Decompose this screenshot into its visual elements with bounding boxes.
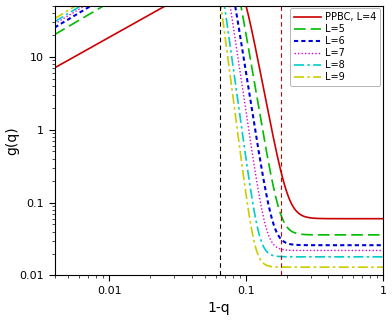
L=5 xyxy=(262,137,267,141)
L=7 xyxy=(336,248,340,252)
PPBC, L=4 xyxy=(243,3,248,6)
L=6 xyxy=(252,123,257,126)
L=9 xyxy=(52,17,57,21)
L=7 xyxy=(381,248,385,252)
Line: L=8: L=8 xyxy=(54,0,383,257)
Line: L=6: L=6 xyxy=(54,0,383,245)
L=5 xyxy=(73,21,77,25)
PPBC, L=4 xyxy=(252,40,257,44)
L=7 xyxy=(73,10,77,14)
L=7 xyxy=(52,22,57,26)
L=5 xyxy=(52,33,57,37)
PPBC, L=4 xyxy=(381,217,385,221)
Y-axis label: g(q): g(q) xyxy=(5,126,20,155)
L=9 xyxy=(73,4,77,8)
L=6 xyxy=(243,69,248,73)
L=9 xyxy=(336,265,340,269)
L=9 xyxy=(302,265,307,269)
Line: L=5: L=5 xyxy=(54,0,383,235)
L=9 xyxy=(262,262,267,266)
L=5 xyxy=(381,233,385,237)
PPBC, L=4 xyxy=(336,217,340,221)
PPBC, L=4 xyxy=(73,55,77,58)
L=7 xyxy=(302,248,307,252)
L=5 xyxy=(243,30,248,34)
L=8 xyxy=(262,246,267,250)
L=8 xyxy=(243,155,248,159)
X-axis label: 1-q: 1-q xyxy=(207,301,230,316)
L=9 xyxy=(381,265,385,269)
L=5 xyxy=(302,233,307,237)
L=6 xyxy=(336,243,340,247)
L=8 xyxy=(73,8,77,12)
L=8 xyxy=(302,255,307,259)
L=5 xyxy=(252,80,257,84)
PPBC, L=4 xyxy=(262,90,267,94)
L=6 xyxy=(52,26,57,30)
L=6 xyxy=(381,243,385,247)
L=9 xyxy=(252,240,257,244)
L=7 xyxy=(262,218,267,222)
Line: L=7: L=7 xyxy=(54,0,383,250)
L=8 xyxy=(52,20,57,24)
L=9 xyxy=(243,190,248,194)
PPBC, L=4 xyxy=(52,66,57,70)
Legend: PPBC, L=4, L=5, L=6, L=7, L=8, L=9: PPBC, L=4, L=5, L=6, L=7, L=8, L=9 xyxy=(290,8,380,86)
PPBC, L=4 xyxy=(302,214,307,218)
L=8 xyxy=(336,255,340,259)
L=6 xyxy=(302,243,307,247)
L=5 xyxy=(336,233,340,237)
L=6 xyxy=(262,181,267,185)
L=7 xyxy=(243,108,248,111)
L=7 xyxy=(252,164,257,168)
L=8 xyxy=(252,210,257,214)
Line: L=9: L=9 xyxy=(54,0,383,267)
L=8 xyxy=(381,255,385,259)
Line: PPBC, L=4: PPBC, L=4 xyxy=(54,0,383,219)
L=6 xyxy=(73,13,77,17)
